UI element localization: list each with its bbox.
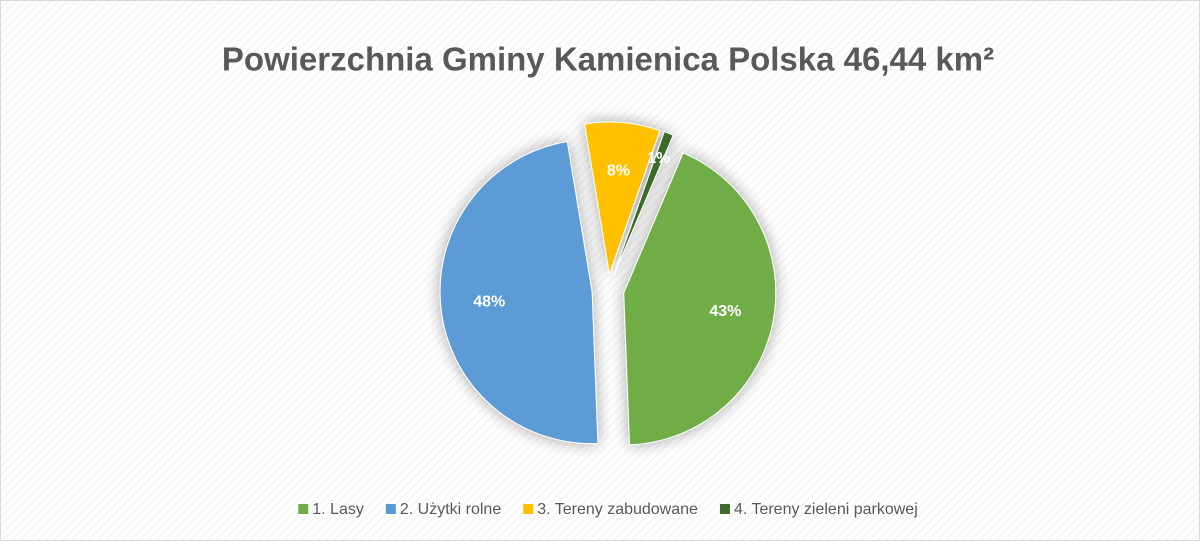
data-label: 1% — [647, 150, 670, 167]
legend-swatch — [523, 504, 534, 514]
legend-label: 2. Użytki rolne — [400, 501, 501, 518]
data-label: 43% — [709, 303, 741, 320]
pie-slice — [439, 141, 599, 445]
legend-swatch — [385, 504, 396, 514]
legend-label: 1. Lasy — [312, 501, 364, 518]
pie-slice — [613, 131, 674, 276]
pie-slice — [583, 121, 661, 275]
legend-swatch — [298, 504, 309, 514]
data-labels: 43% 48% 8% 1% — [473, 150, 741, 320]
legend-label: 3. Tereny zabudowane — [537, 501, 698, 518]
legend-swatch — [719, 504, 730, 514]
chart-title: Powierzchnia Gminy Kamienica Polska 46,4… — [222, 41, 994, 78]
data-label: 8% — [607, 162, 630, 179]
pie — [439, 121, 777, 446]
legend: 1. Lasy 2. Użytki rolne 3. Tereny zabudowa… — [298, 501, 918, 518]
data-label: 48% — [473, 293, 505, 310]
legend-label: 4. Tereny zieleni parkowej — [734, 501, 918, 518]
pie-slice — [623, 152, 777, 446]
